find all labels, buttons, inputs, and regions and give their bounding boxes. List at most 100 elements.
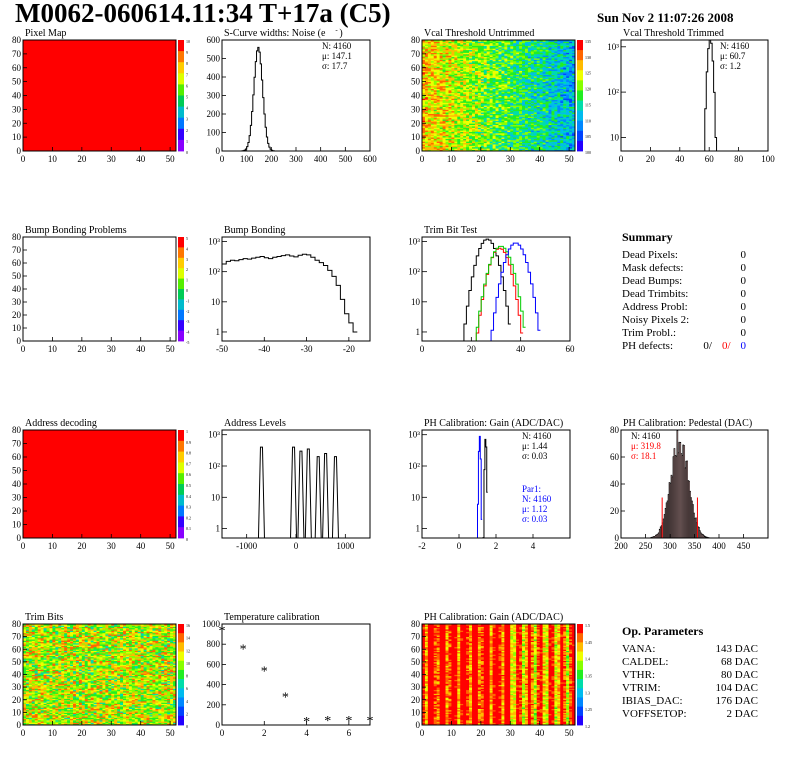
heatmap-cell [469,56,473,59]
heatmap-cell [477,148,482,151]
heatmap-cell [457,45,461,48]
palette-swatch [577,90,583,101]
palette-swatch [178,440,184,452]
heatmap-cell [31,663,36,665]
heatmap-cell [454,142,458,145]
heatmap-cell [23,670,27,673]
heatmap-cell [436,109,441,112]
heatmap-cell [569,70,573,73]
heatmap-cell [451,105,455,107]
heatmap-cell [519,139,523,142]
heatmap-cell [23,666,27,669]
heatmap-cell [34,693,39,696]
heatmap-cell [442,137,446,139]
heatmap-cell [548,55,552,58]
heatmap-cell [498,96,502,99]
heatmap-cell [424,145,429,148]
heatmap-cell [472,127,476,130]
heatmap-cell [483,59,488,62]
heatmap-cell [460,114,464,117]
heatmap-cell [23,683,27,685]
heatmap-cell [513,91,517,94]
heatmap-cell [457,112,461,114]
heatmap-cell [483,142,488,145]
heatmap-cell [557,85,561,88]
heatmap-cell [522,132,526,135]
heatmap-cell [31,627,36,630]
heatmap-cell [460,124,464,127]
heatmap-cell [469,70,473,73]
heatmap-cell [524,46,529,49]
heatmap-cell [530,41,535,44]
heatmap-cell [460,80,464,83]
heatmap-cell [539,42,544,45]
heatmap-cell [442,55,446,58]
heatmap-cell [504,106,508,109]
heatmap-cell [536,85,541,88]
heatmap-cell [513,60,517,63]
heatmap-cell [489,124,494,127]
heatmap-cell [480,80,485,83]
heatmap-cell [554,141,558,144]
heatmap-cell [566,119,570,121]
heatmap-cell [542,121,546,124]
heatmap-cell [424,142,429,145]
heatmap-cell [572,131,576,134]
heatmap-cell [536,145,541,148]
heatmap-cell [498,99,502,102]
heatmap-cell [469,131,473,134]
y-tick-label: 10² [208,267,220,277]
heatmap-cell [545,96,549,99]
heatmap-cell [480,117,485,120]
heatmap-cell [548,142,552,145]
heatmap-cell [25,704,30,707]
heatmap-cell [495,45,499,48]
heatmap-cell [448,40,452,42]
heatmap-cell [477,144,482,146]
heatmap-cell [519,64,523,67]
stats-line: N: 4160 [631,431,661,441]
heatmap-cell [34,703,39,706]
heatmap-cell [545,64,549,67]
heatmap-cell [569,89,573,92]
heatmap-cell [451,148,455,151]
heatmap-cell [507,123,511,126]
stats-line: μ: 1.44 [522,441,548,451]
heatmap-cell [457,137,461,139]
heatmap-cell [519,131,523,134]
heatmap-cell [486,63,491,66]
heatmap-cell [542,127,546,130]
heatmap-cell [551,51,555,53]
heatmap-cell [469,46,473,49]
heatmap-cell [551,114,555,117]
heatmap-cell [539,101,544,103]
heatmap-cell [533,113,538,116]
heatmap-cell [457,53,461,56]
heatmap-cell [527,127,532,130]
heatmap-cell [507,94,511,96]
heatmap-cell [566,114,570,117]
heatmap-cell [557,119,561,121]
heatmap-cell [527,99,532,102]
heatmap-cell [454,127,458,130]
heatmap-cell [436,96,441,99]
heatmap-cell [569,99,573,102]
heatmap-cell [422,144,426,146]
heatmap-cell [516,55,520,58]
heatmap-cell [457,127,461,130]
heatmap-cell [489,127,494,130]
heatmap-cell [483,55,488,58]
heatmap-cell [504,62,508,64]
heatmap-cell [445,87,449,89]
heatmap-cell [539,99,544,102]
heatmap-cell [536,76,541,78]
heatmap-cell [25,651,30,654]
heatmap-cell [480,56,485,59]
heatmap-cell [539,106,544,109]
heatmap-cell [527,119,532,121]
heatmap-cell [542,105,546,107]
heatmap-cell [501,78,505,81]
heatmap-cell [501,94,505,96]
heatmap-cell [563,134,567,137]
heatmap-cell [560,96,564,99]
